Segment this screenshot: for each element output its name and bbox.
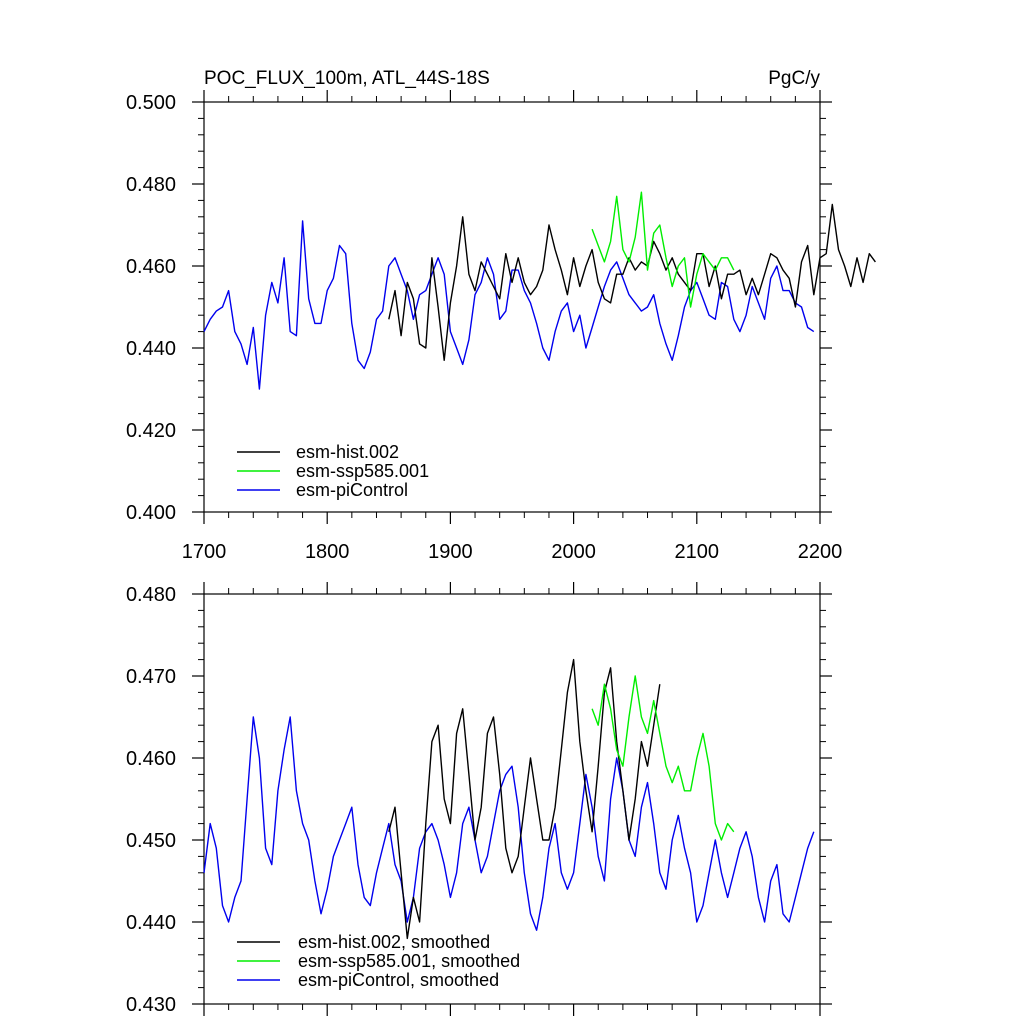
y-tick-label: 0.460 <box>126 256 176 278</box>
series-line-esm-picontrol <box>203 220 815 390</box>
chart-units: PgC/y <box>768 68 820 89</box>
series-group <box>203 658 815 940</box>
y-tick-label: 0.500 <box>126 92 176 114</box>
y-tick-label: 0.440 <box>126 912 176 934</box>
y-tick-label: 0.470 <box>126 666 176 688</box>
y-tick-label: 0.400 <box>126 502 176 524</box>
legend-label: esm-piControl <box>296 480 408 500</box>
x-tick-label: 2000 <box>551 541 596 563</box>
y-tick-label: 0.440 <box>126 338 176 360</box>
chart-title: POC_FLUX_100m, ATL_44S-18S <box>204 68 490 89</box>
series-line-esm-ssp585-001-smoothed <box>591 675 735 841</box>
series-line-esm-hist-002 <box>388 203 876 361</box>
legend-label: esm-hist.002 <box>296 442 399 462</box>
series-line-esm-hist-002-smoothed <box>388 658 661 940</box>
x-tick-label: 2200 <box>798 541 843 563</box>
y-tick-label: 0.420 <box>126 420 176 442</box>
legend-label: esm-ssp585.001, smoothed <box>298 951 520 971</box>
bottom-chart-panel: 0.430 0.440 0.450 0.460 0.470 0.480 esm-hist.… <box>126 582 832 1016</box>
x-tick-label: 1700 <box>182 541 227 563</box>
legend-label: esm-piControl, smoothed <box>298 970 499 990</box>
legend-label: esm-hist.002, smoothed <box>298 932 490 952</box>
plot-frame <box>203 101 821 513</box>
y-tick-label: 0.480 <box>126 174 176 196</box>
x-tick-label: 1800 <box>305 541 350 563</box>
x-tick-label: 2100 <box>675 541 720 563</box>
axis-ticks: 1700 1800 1900 2000 2100 2200 0.400 0.420 0.440 0… <box>126 90 842 563</box>
y-tick-label: 0.480 <box>126 584 176 606</box>
series-line-esm-picontrol-smoothed <box>203 716 815 931</box>
plot-frame <box>203 593 821 1005</box>
series-line-esm-ssp585-001 <box>591 191 735 308</box>
axis-ticks: 0.430 0.440 0.450 0.460 0.470 0.480 <box>126 582 832 1016</box>
legend-label: esm-ssp585.001 <box>296 461 429 481</box>
top-chart-panel: POC_FLUX_100m, ATL_44S-18S PgC/y 1700 180… <box>126 68 876 563</box>
y-tick-label: 0.450 <box>126 830 176 852</box>
x-tick-label: 1900 <box>428 541 473 563</box>
y-tick-label: 0.460 <box>126 748 176 770</box>
series-group <box>203 191 876 390</box>
y-tick-label: 0.430 <box>126 994 176 1016</box>
